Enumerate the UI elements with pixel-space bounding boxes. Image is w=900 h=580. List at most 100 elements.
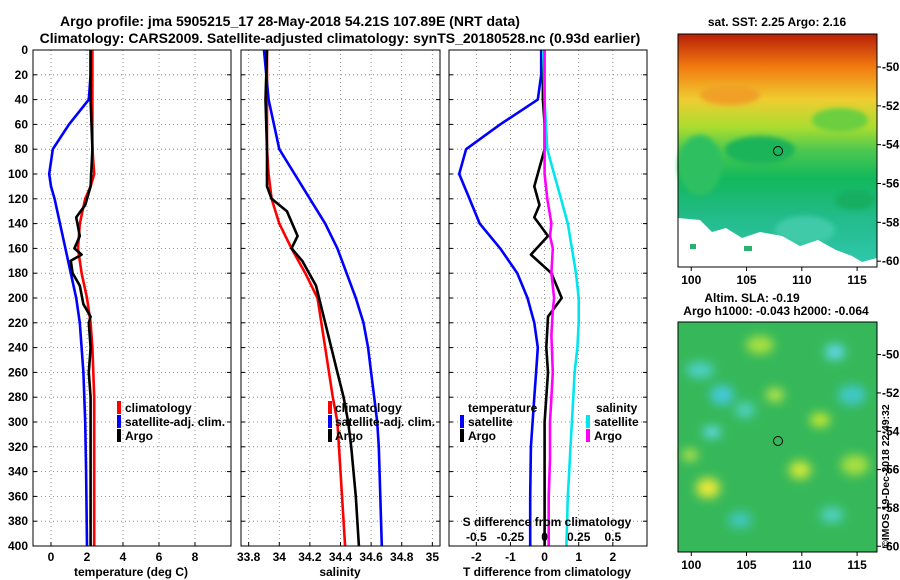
map-y-tick-label: -58 <box>882 215 900 229</box>
series-line-argo <box>69 50 94 546</box>
x-tick-label: 2 <box>610 550 617 564</box>
title-line-1: Argo profile: jma 5905215_17 28-May-2018… <box>60 13 520 29</box>
map-y-tick-label: -56 <box>882 463 900 477</box>
sla-map-frame <box>677 321 878 553</box>
x-tick-label: 4 <box>120 550 127 564</box>
map-y-tick-label: -50 <box>882 348 900 362</box>
x-tick-label: -1 <box>505 550 516 564</box>
x-tick-label: 33.8 <box>237 550 261 564</box>
map-y-tick-label: -52 <box>882 99 900 113</box>
depth-tick-label: 20 <box>15 68 29 82</box>
depth-tick-label: 400 <box>8 539 28 553</box>
depth-tick-label: 180 <box>8 266 28 280</box>
temperature-xlabel: temperature (deg C) <box>74 565 188 579</box>
depth-tick-label: 300 <box>8 415 28 429</box>
map-y-tick-label: -60 <box>882 539 900 553</box>
salinity-x-tick-labels: 33.8 34 34.2 34.4 34.6 34.8 35 <box>237 550 439 564</box>
temperature-legend: climatology satellite-adj. clim. Argo <box>117 401 225 443</box>
map-x-tick-label: 105 <box>737 273 757 287</box>
legend-argo: Argo <box>125 429 153 443</box>
series-line-s-argo <box>543 50 556 546</box>
series-line-t-satellite <box>457 50 543 546</box>
depth-tick-label: 40 <box>15 93 29 107</box>
salinity-xlabel: salinity <box>319 565 361 579</box>
s-x-tick-label: -0.25 <box>497 530 525 544</box>
legend-swatch-satellite-s <box>328 415 332 428</box>
map-x-tick-label: 110 <box>792 273 812 287</box>
sst-map-title: sat. SST: 2.25 Argo: 2.16 <box>708 15 847 29</box>
temperature-grid <box>33 49 231 547</box>
depth-tick-label: 160 <box>8 241 28 255</box>
legend-swatch-s-argo <box>586 429 590 442</box>
depth-tick-label: 360 <box>8 489 28 503</box>
s-difference-xlabel: S difference from climatology <box>463 515 632 529</box>
legend-salinity-header: salinity <box>596 401 638 415</box>
salinity-legend: climatology satellite-adj. clim. Argo <box>328 401 435 443</box>
map-y-tick-label: -58 <box>882 501 900 515</box>
depth-tick-label: 220 <box>8 316 28 330</box>
sst-map-frame <box>677 33 878 268</box>
depth-tick-label: 140 <box>8 217 28 231</box>
difference-grid <box>449 49 647 547</box>
difference-frame <box>448 49 648 547</box>
legend-swatch-s-satellite <box>586 415 590 428</box>
salinity-frame <box>240 49 441 547</box>
depth-tick-label: 380 <box>8 514 28 528</box>
depth-tick-label: 260 <box>8 365 28 379</box>
series-line-argo <box>264 50 361 546</box>
difference-lines <box>457 50 581 546</box>
legend-climatology: climatology <box>125 401 192 415</box>
difference-legend: temperature satellite Argo salinity sate… <box>460 401 639 443</box>
map-x-tick-label: 115 <box>847 558 867 572</box>
legend-swatch-climatology-s <box>328 401 332 414</box>
map-x-tick-label: 115 <box>847 273 867 287</box>
x-tick-label: 8 <box>192 550 199 564</box>
map-y-tick-label: -54 <box>882 138 900 152</box>
sla-map-panel: Altim. SLA: -0.19 Argo h1000: -0.043 h20… <box>677 291 900 572</box>
series-line-s-satellite <box>541 50 581 546</box>
legend-temperature-header: temperature <box>468 401 538 415</box>
legend-t-argo: Argo <box>468 429 496 443</box>
depth-tick-label: 240 <box>8 341 28 355</box>
legend-climatology-s: climatology <box>335 401 402 415</box>
x-tick-label: 1 <box>575 550 582 564</box>
sla-map-title: Altim. SLA: -0.19 <box>704 291 800 305</box>
x-tick-label: 34.8 <box>390 550 414 564</box>
map-y-tick-label: -52 <box>882 386 900 400</box>
x-tick-label: 2 <box>84 550 91 564</box>
series-line-satellite-adj-clim- <box>262 50 384 546</box>
x-tick-label: -2 <box>471 550 482 564</box>
legend-swatch-satellite <box>117 415 121 428</box>
map-x-tick-label: 105 <box>737 558 757 572</box>
legend-argo-s: Argo <box>335 429 363 443</box>
t-difference-xlabel: T difference from climatology <box>463 565 631 579</box>
depth-tick-label: 100 <box>8 167 28 181</box>
x-tick-label: 34.4 <box>329 550 353 564</box>
legend-t-satellite: satellite <box>468 415 513 429</box>
depth-tick-label: 60 <box>15 117 29 131</box>
map-x-tick-label: 100 <box>681 273 701 287</box>
sla-map-axis-labels: 100 105 110 115 -50 -52 -54 -56 -58 -60 <box>681 348 899 572</box>
depth-tick-label: 0 <box>21 43 28 57</box>
legend-swatch-t-argo <box>460 429 464 442</box>
map-y-tick-label: -56 <box>882 177 900 191</box>
x-tick-label: 0 <box>48 550 55 564</box>
s-difference-x-tick-labels: -0.5 -0.25 0 0.25 0.5 <box>466 530 622 544</box>
sla-argo-marker <box>773 436 783 446</box>
depth-tick-label: 280 <box>8 390 28 404</box>
salinity-grid <box>241 49 440 547</box>
legend-swatch-argo <box>117 429 121 442</box>
map-y-tick-label: -60 <box>882 254 900 268</box>
sst-map-panel: sat. SST: 2.25 Argo: 2.16 100 105 110 115 -5… <box>677 15 900 287</box>
sst-argo-marker <box>773 146 783 156</box>
temperature-lines <box>47 50 96 546</box>
depth-tick-label: 340 <box>8 465 28 479</box>
difference-x-tick-labels: -2 -1 0 1 2 <box>471 550 617 564</box>
sst-heatmap <box>678 34 877 267</box>
depth-axis-labels: 0 20 40 60 80 100 120 140 160 180 200 220 240 260 280 3… <box>8 43 28 553</box>
x-tick-label: 34 <box>273 550 287 564</box>
depth-tick-label: 120 <box>8 192 28 206</box>
x-tick-label: 35 <box>426 550 440 564</box>
temperature-panel: 0204060801001201401601802002202402602803… <box>8 43 232 579</box>
